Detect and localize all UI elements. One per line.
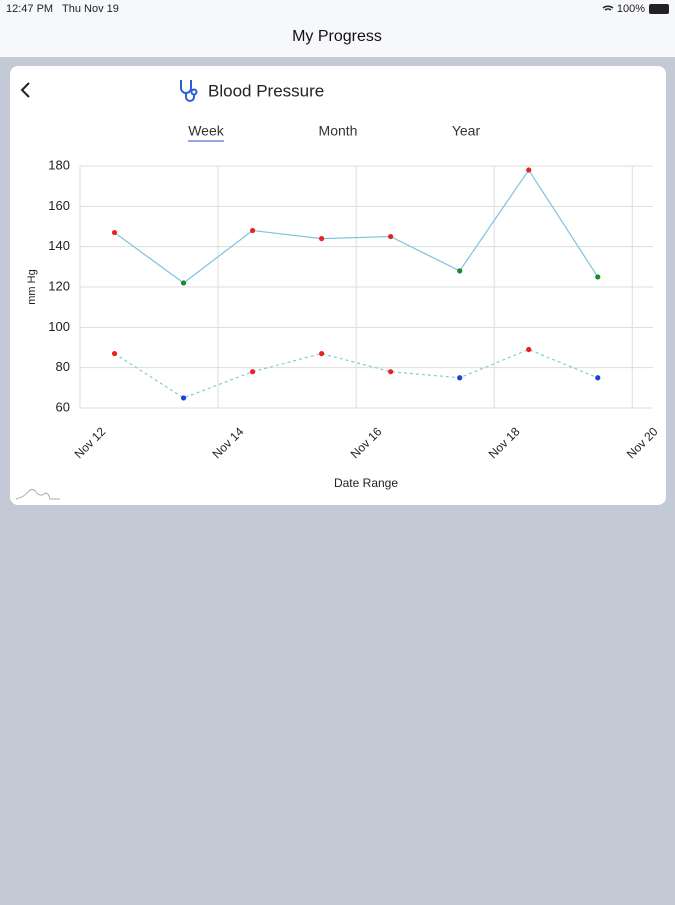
data-point xyxy=(388,233,394,240)
data-point xyxy=(111,350,118,357)
tab-year[interactable]: Year xyxy=(452,123,481,139)
y-tick-label: 180 xyxy=(48,157,70,172)
data-point xyxy=(180,280,187,286)
back-button[interactable] xyxy=(20,82,30,98)
logo-mark xyxy=(15,489,60,500)
status-time: 12:47 PM xyxy=(6,3,53,15)
y-tick-label: 80 xyxy=(56,359,70,374)
data-point xyxy=(595,274,601,280)
tab-month[interactable]: Month xyxy=(319,123,358,139)
y-tick-label: 120 xyxy=(48,278,70,293)
data-point xyxy=(111,229,118,236)
tab-week[interactable]: Week xyxy=(188,123,225,139)
y-tick-label: 100 xyxy=(48,319,70,334)
data-point xyxy=(457,375,463,381)
nav-title: My Progress xyxy=(292,28,382,45)
y-tick-label: 160 xyxy=(48,198,70,213)
x-axis-label: Date Range xyxy=(334,476,398,490)
data-point xyxy=(249,369,256,375)
card-title: Blood Pressure xyxy=(208,81,324,100)
stethoscope-icon xyxy=(180,80,198,102)
y-tick-label: 140 xyxy=(48,238,70,253)
data-point xyxy=(388,369,394,375)
data-point xyxy=(249,227,256,234)
data-point xyxy=(319,236,325,242)
data-point xyxy=(595,375,601,381)
data-point xyxy=(526,167,532,173)
top-bar xyxy=(0,0,675,57)
series-line xyxy=(114,168,599,284)
wifi-icon xyxy=(602,5,614,11)
y-axis-label: mm Hg xyxy=(26,269,38,304)
chart-card xyxy=(10,66,666,505)
status-battery: 100% xyxy=(617,3,645,15)
battery-icon xyxy=(649,4,669,14)
y-tick-label: 60 xyxy=(56,399,70,414)
status-date: Thu Nov 19 xyxy=(62,3,119,15)
data-point xyxy=(526,346,532,353)
data-point xyxy=(457,268,463,274)
data-point xyxy=(319,350,325,357)
data-point xyxy=(180,395,187,401)
